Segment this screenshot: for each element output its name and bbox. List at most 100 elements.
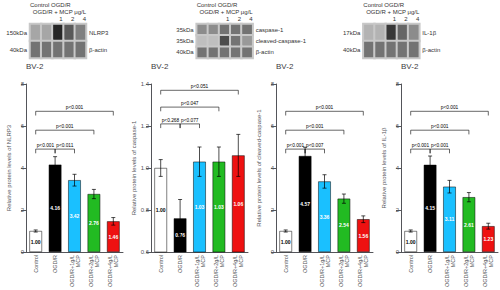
svg-text:3.11: 3.11 (445, 216, 455, 222)
svg-text:OGD/R: OGD/R (52, 255, 58, 273)
svg-text:IL-1β: IL-1β (422, 30, 436, 36)
svg-text:p<0.051: p<0.051 (191, 84, 209, 89)
svg-text:4: 4 (396, 165, 400, 171)
svg-text:6: 6 (271, 123, 275, 129)
svg-text:MCP: MCP (219, 255, 225, 268)
svg-text:150kDa: 150kDa (6, 30, 27, 36)
svg-text:1 2 4: 1 2 4 (393, 16, 420, 22)
svg-text:Control: Control (408, 255, 414, 273)
svg-text:MCP: MCP (325, 255, 331, 268)
svg-text:4.15: 4.15 (425, 205, 435, 211)
svg-text:1.03: 1.03 (195, 204, 205, 210)
svg-text:1.06: 1.06 (233, 201, 243, 207)
svg-text:OGD/R: OGD/R (427, 255, 433, 273)
svg-text:MCP: MCP (75, 255, 81, 268)
svg-text:β-actin: β-actin (89, 47, 107, 53)
svg-text:NLRP3: NLRP3 (89, 30, 109, 36)
svg-text:40kDa: 40kDa (10, 47, 28, 53)
svg-text:35kDa: 35kDa (176, 27, 194, 33)
svg-text:Relative protein levels of cle: Relative protein levels of cleaved-caspa… (256, 109, 262, 227)
svg-text:Relative protein levels of cas: Relative protein levels of caspase-1 (131, 120, 137, 215)
svg-text:17kDa: 17kDa (343, 30, 361, 36)
svg-text:Control OGD/R: Control OGD/R (363, 2, 404, 8)
svg-text:BV-2: BV-2 (401, 62, 419, 71)
svg-text:caspase-1: caspase-1 (256, 27, 284, 33)
svg-text:BV-2: BV-2 (276, 62, 294, 71)
svg-text:1.0: 1.0 (141, 165, 150, 171)
svg-text:3.42: 3.42 (70, 213, 80, 219)
svg-text:cleaved-caspase-1: cleaved-caspase-1 (256, 38, 307, 44)
svg-text:2.61: 2.61 (464, 222, 474, 228)
svg-text:Control: Control (33, 255, 39, 273)
svg-text:p<0.007: p<0.007 (306, 143, 324, 148)
svg-text:1.46: 1.46 (108, 234, 118, 240)
svg-text:40kDa: 40kDa (343, 47, 361, 53)
svg-text:1.00: 1.00 (31, 239, 41, 245)
svg-text:Relative protein levels of NLR: Relative protein levels of NLRP3 (6, 124, 12, 211)
svg-text:p<0.001: p<0.001 (306, 124, 324, 129)
svg-text:MCP: MCP (344, 255, 350, 268)
svg-text:8: 8 (271, 81, 275, 87)
svg-text:35kDa: 35kDa (176, 38, 194, 44)
svg-text:p<0.001: p<0.001 (441, 105, 459, 110)
svg-text:1.03: 1.03 (214, 204, 224, 210)
svg-text:Control: Control (158, 255, 164, 273)
svg-text:8: 8 (21, 81, 25, 87)
svg-text:Control OGD/R: Control OGD/R (197, 2, 238, 8)
svg-text:BV-2: BV-2 (26, 62, 44, 71)
svg-text:1.23: 1.23 (483, 236, 493, 242)
svg-text:2: 2 (271, 207, 275, 213)
svg-text:1.00: 1.00 (281, 239, 291, 245)
svg-text:MCP: MCP (469, 255, 475, 268)
svg-text:OGD/R: OGD/R (177, 255, 183, 273)
svg-text:2: 2 (21, 207, 25, 213)
svg-text:8: 8 (396, 81, 400, 87)
svg-text:1.4: 1.4 (141, 81, 150, 87)
svg-text:1 2 4: 1 2 4 (226, 16, 253, 22)
svg-text:0.6: 0.6 (141, 249, 150, 255)
svg-text:1.2: 1.2 (141, 123, 150, 129)
svg-text:BV-2: BV-2 (151, 62, 169, 71)
svg-text:OGD/R + MCP μg/L: OGD/R + MCP μg/L (366, 9, 420, 15)
svg-text:Control: Control (283, 255, 289, 273)
svg-text:Control OGD/R: Control OGD/R (30, 2, 71, 8)
svg-text:1 2 4: 1 2 4 (59, 16, 86, 22)
svg-text:MCP: MCP (450, 255, 456, 268)
svg-text:p<0.001: p<0.001 (412, 143, 430, 148)
svg-text:6: 6 (21, 123, 25, 129)
svg-text:p<0.077: p<0.077 (181, 118, 199, 123)
svg-text:MCP: MCP (238, 255, 244, 268)
svg-text:2.76: 2.76 (89, 220, 99, 226)
svg-text:Relative protein levels of IL-: Relative protein levels of IL-1β (381, 127, 387, 208)
svg-text:1.00: 1.00 (156, 207, 166, 213)
svg-text:4.16: 4.16 (50, 205, 60, 211)
svg-text:p<0.001: p<0.001 (316, 105, 334, 110)
svg-text:2: 2 (396, 207, 400, 213)
svg-text:4: 4 (271, 165, 275, 171)
svg-text:MCP: MCP (113, 255, 119, 268)
svg-text:p<0.001: p<0.001 (431, 124, 449, 129)
svg-text:4: 4 (21, 165, 25, 171)
svg-text:OGD/R: OGD/R (302, 255, 308, 273)
svg-text:0: 0 (396, 249, 400, 255)
svg-text:p<0.011: p<0.011 (56, 143, 73, 148)
svg-text:1.56: 1.56 (358, 233, 368, 239)
svg-text:4.57: 4.57 (300, 201, 310, 207)
svg-text:0: 0 (21, 249, 25, 255)
svg-text:6: 6 (396, 123, 400, 129)
svg-text:3.36: 3.36 (320, 214, 330, 220)
svg-text:MCP: MCP (488, 255, 494, 268)
svg-text:1.00: 1.00 (406, 239, 416, 245)
svg-text:MCP: MCP (363, 255, 369, 268)
svg-text:p<0.001: p<0.001 (37, 143, 55, 148)
svg-text:0: 0 (271, 249, 275, 255)
svg-text:OGD/R + MCP μg/L: OGD/R + MCP μg/L (33, 9, 87, 15)
svg-text:MCP: MCP (94, 255, 100, 268)
svg-text:OGD/R + MCP μg/L: OGD/R + MCP μg/L (199, 9, 253, 15)
svg-text:0.8: 0.8 (141, 207, 150, 213)
svg-text:β-actin: β-actin (256, 49, 274, 55)
svg-text:p<0.268: p<0.268 (162, 118, 180, 123)
svg-text:p<0.001: p<0.001 (66, 105, 84, 110)
svg-text:MCP: MCP (200, 255, 206, 268)
svg-text:p<0.001: p<0.001 (431, 143, 449, 148)
